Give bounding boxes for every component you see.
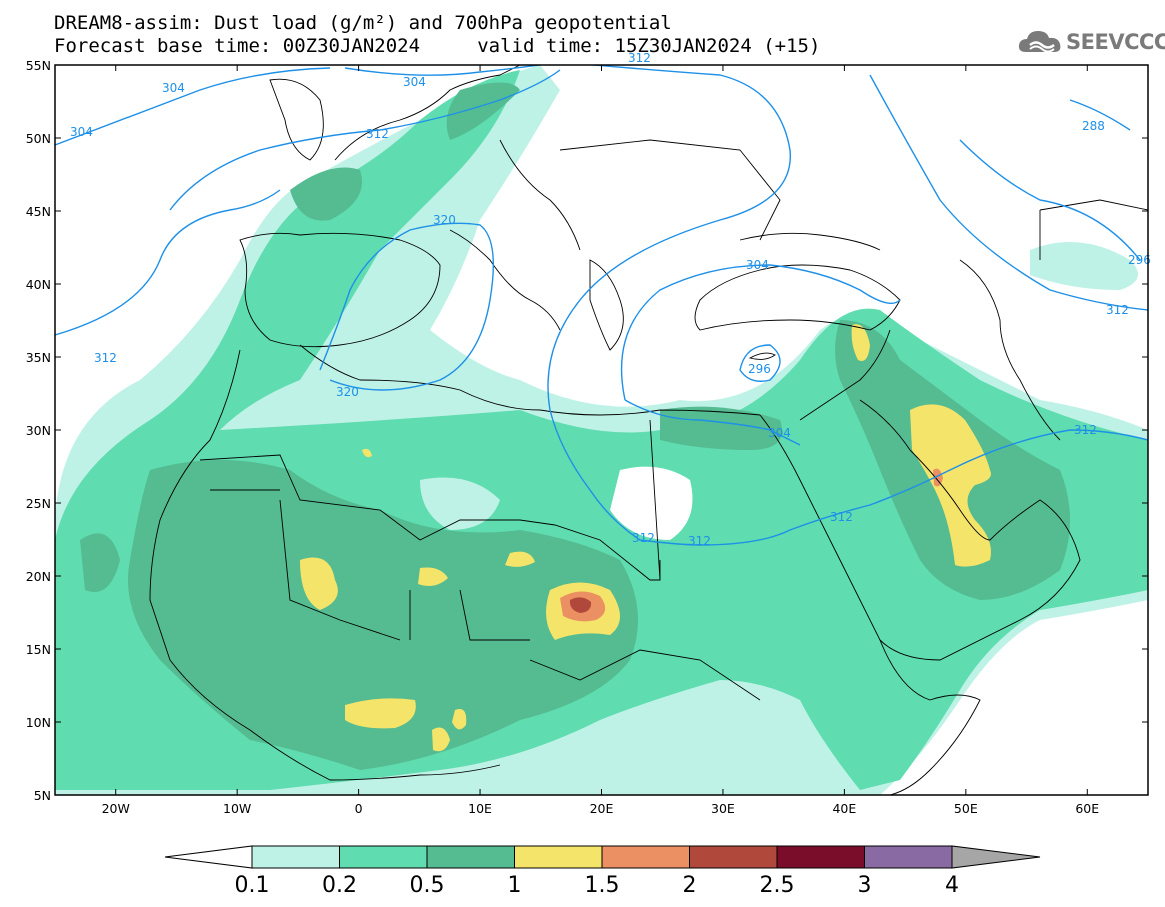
colorbar-box xyxy=(426,845,515,869)
colorbar-box xyxy=(339,845,428,869)
colorbar-label: 0.2 xyxy=(322,873,357,898)
lon-label: 10E xyxy=(468,801,492,816)
contour-label: 304 xyxy=(403,75,426,89)
colorbar-box xyxy=(601,845,690,869)
colorbar-label: 1.5 xyxy=(585,873,620,898)
lon-label: 20W xyxy=(102,801,130,816)
contour-label: 304 xyxy=(70,125,93,139)
contour-label: 296 xyxy=(748,362,771,376)
colorbar-label: 1 xyxy=(508,873,522,898)
dust-field xyxy=(55,65,1148,795)
lat-label: 35N xyxy=(26,350,51,365)
map-title: DREAM8-assim: Dust load (g/m²) and 700hP… xyxy=(54,12,672,34)
dust-level-1 xyxy=(300,557,338,610)
lon-label: 10W xyxy=(223,801,251,816)
contour-label: 312 xyxy=(366,127,389,141)
contour-label: 312 xyxy=(830,510,853,524)
colorbar-label: 2.5 xyxy=(760,873,795,898)
lon-label: 20E xyxy=(590,801,614,816)
contour-label: 304 xyxy=(162,81,185,95)
seevccc-logo: SEEVCCC xyxy=(1018,26,1165,58)
colorbar-label: 0.1 xyxy=(235,873,270,898)
contour-label: 312 xyxy=(94,351,117,365)
colorbar-label: 3 xyxy=(858,873,872,898)
lat-label: 40N xyxy=(26,277,51,292)
lon-label: 30E xyxy=(711,801,735,816)
contour-label: 296 xyxy=(1128,253,1151,267)
colorbar-label: 0.5 xyxy=(410,873,445,898)
contour-label: 312 xyxy=(632,531,655,545)
geopotential-contours xyxy=(55,65,1148,546)
lat-label: 10N xyxy=(26,715,51,730)
contour-label: 312 xyxy=(1074,423,1097,437)
coastlines xyxy=(149,65,1148,795)
lon-label: 0 xyxy=(355,801,363,816)
lon-label: 50E xyxy=(954,801,978,816)
colorbar-label: 2 xyxy=(683,873,697,898)
colorbar-label: 4 xyxy=(945,873,959,898)
colorbar-box xyxy=(251,845,340,869)
lon-label: 40E xyxy=(832,801,856,816)
colorbar-box xyxy=(514,845,603,869)
colorbar-arrow-left xyxy=(164,845,253,869)
contour-label: 320 xyxy=(433,213,456,227)
lat-label: 15N xyxy=(26,642,51,657)
colorbar-box xyxy=(864,845,953,869)
contour-label: 312 xyxy=(628,51,651,65)
colorbar-box xyxy=(776,845,865,869)
lat-label: 50N xyxy=(26,131,51,146)
lon-label: 60E xyxy=(1075,801,1099,816)
contour-label: 320 xyxy=(336,385,359,399)
dust-level-0.5 xyxy=(128,460,638,770)
forecast-time-line: Forecast base time: 00Z30JAN2024 valid t… xyxy=(54,35,821,57)
lat-label: 20N xyxy=(26,569,51,584)
latitude-axis: 55N 50N 45N 40N 35N 30N 25N 20N 15N 10N 5N xyxy=(26,58,1148,803)
logo-text: SEEVCCC xyxy=(1066,30,1165,54)
lat-label: 30N xyxy=(26,423,51,438)
contour-label: 312 xyxy=(688,534,711,548)
contour-label: 288 xyxy=(1082,119,1105,133)
cloud-logo-icon xyxy=(1018,31,1061,53)
lat-label: 25N xyxy=(26,496,51,511)
lat-label: 45N xyxy=(26,204,51,219)
contour-labels: 304 304 304 312 312 320 320 312 296 304 … xyxy=(70,51,1151,548)
contour-label: 304 xyxy=(746,258,769,272)
colorbar-box xyxy=(689,845,778,869)
longitude-axis: 20W 10W 0 10E 20E 30E 40E 50E 60E xyxy=(102,65,1099,816)
contour-label: 312 xyxy=(1106,303,1129,317)
colorbar: 0.1 0.2 0.5 1 1.5 2 2.5 3 4 xyxy=(164,845,1041,898)
lat-label: 55N xyxy=(26,58,51,73)
dust-level-2 xyxy=(569,597,592,613)
colorbar-arrow-right xyxy=(951,845,1041,869)
lat-label: 5N xyxy=(34,788,51,803)
contour-label: 304 xyxy=(768,426,791,440)
